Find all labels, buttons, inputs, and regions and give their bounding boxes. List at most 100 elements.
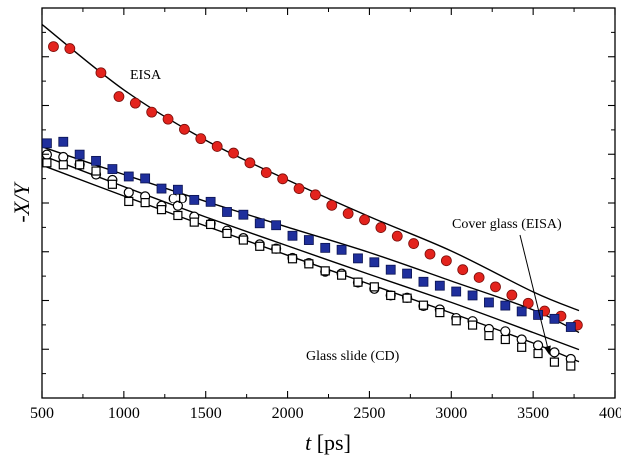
series-0-point-1: [64, 43, 76, 54]
svg-text:t [ps]: t [ps]: [305, 430, 351, 455]
x-tick-label-5: 3000: [435, 405, 467, 422]
series-1-point-0: [42, 138, 52, 149]
series-2-point-5: [123, 187, 134, 198]
series-3-point-9: [189, 217, 199, 227]
series-3-point-0: [42, 158, 52, 168]
series-3-point-32: [566, 361, 576, 371]
series-2-point-28: [500, 326, 511, 337]
series-1-point-7: [156, 183, 167, 194]
series-2-point-31: [549, 347, 560, 358]
series-1-point-32: [565, 322, 576, 332]
series-1-point-4: [107, 164, 118, 174]
x-tick-label-6: 3500: [517, 405, 549, 422]
series-0-point-5: [146, 106, 158, 118]
series-1-point-22: [402, 268, 412, 279]
series-0-point-7: [179, 123, 190, 135]
series-1-point-29: [516, 306, 527, 317]
axis-ticks: [41, 8, 616, 398]
series-1-point-21: [385, 264, 396, 275]
series-0-point-21: [408, 238, 420, 249]
series-1-point-3: [91, 155, 101, 166]
series-3-point-3: [91, 166, 101, 176]
series-1-point-5: [123, 171, 134, 182]
x-tick-label-0: 500: [30, 405, 54, 422]
series-3-point-10: [206, 219, 216, 230]
annotation-arrow: [519, 234, 548, 347]
series-0-point-14: [293, 183, 305, 194]
series-3-point-6: [140, 198, 150, 208]
series-0-point-16: [326, 199, 338, 211]
series-0-point-19: [375, 222, 387, 233]
series-1-point-25: [451, 286, 462, 297]
x-tick-label-1: 1000: [108, 405, 140, 422]
series-0-point-24: [457, 264, 469, 276]
series-0-point-27: [506, 289, 518, 301]
series-3-point-4: [107, 179, 117, 189]
series-3-point-28: [500, 334, 510, 345]
series-3-point-26: [467, 320, 478, 330]
x-tick-labels: 500 1000 1500 2000 2500 3000 3500 4000: [30, 405, 621, 422]
series-3-point-27: [484, 331, 494, 341]
series-1-point-23: [418, 276, 429, 287]
annotation-glass-slide: Glass slide (CD): [306, 349, 400, 364]
series-0-point-11: [244, 157, 256, 169]
series-3-point-11: [222, 228, 232, 239]
series-3-point-30: [533, 348, 543, 359]
x-axis-title-symbol: t: [305, 430, 312, 455]
series-0-point-12: [260, 167, 272, 178]
fit-curve-2: [41, 154, 580, 351]
series-0-point-9: [211, 141, 223, 152]
series-0-point-13: [277, 173, 289, 185]
series-1-point-31: [549, 313, 560, 324]
series-0-point-10: [228, 147, 239, 159]
series-0-point-17: [342, 208, 354, 219]
series-0-point-18: [359, 214, 370, 226]
series-3-point-16: [304, 259, 314, 269]
series-0-point-2: [95, 67, 107, 79]
series-1-point-10: [205, 196, 216, 207]
series-3-point-13: [255, 241, 265, 251]
x-axis-title: t [ps]: [305, 430, 351, 455]
x-tick-label-3: 2000: [272, 405, 304, 422]
series-1-point-13: [254, 218, 265, 229]
series-1-point-16: [303, 235, 314, 245]
series-1-point-2: [74, 149, 85, 160]
series-0-point-23: [440, 255, 452, 267]
series-3-point-22: [402, 293, 412, 303]
series-3-point-24: [435, 307, 445, 318]
series-2-point-29: [516, 334, 527, 345]
series-0-point-22: [424, 248, 436, 260]
series-0-point-0: [48, 41, 59, 53]
series-1-point-6: [140, 173, 151, 184]
series-0-point-15: [310, 189, 321, 201]
series-0-point-25: [473, 272, 485, 283]
series-1-point-17: [320, 242, 331, 253]
x-axis-title-unit: [ps]: [311, 430, 351, 455]
series-1-point-18: [336, 244, 347, 255]
annotation-arrowhead: [544, 345, 551, 356]
series-2-point-1: [58, 151, 69, 163]
series-3-point-21: [386, 290, 396, 301]
series-1-point-1: [58, 136, 69, 147]
series-3-point-29: [517, 342, 527, 352]
series-3-point-14: [271, 244, 281, 254]
series-1-point-26: [467, 290, 478, 301]
series-1-point-24: [434, 280, 445, 291]
series-3-point-31: [549, 357, 560, 367]
series-0-point-20: [391, 230, 403, 242]
series-1-point-28: [500, 300, 511, 311]
series-1-point-30: [533, 310, 543, 320]
series-0-point-8: [195, 133, 207, 145]
series-1-point-8: [172, 184, 183, 195]
series-3-point-18: [336, 270, 347, 280]
series-3-point-17: [320, 266, 330, 276]
annotation-cd: CD: [168, 192, 187, 207]
series-3-point-1: [58, 160, 68, 170]
series-3-point-12: [238, 235, 248, 245]
x-tick-label-4: 2500: [353, 405, 385, 422]
series-1-point-19: [353, 253, 363, 264]
series-3-point-23: [418, 300, 429, 310]
series-1-point-15: [287, 230, 298, 241]
series-1-point-20: [369, 257, 380, 268]
